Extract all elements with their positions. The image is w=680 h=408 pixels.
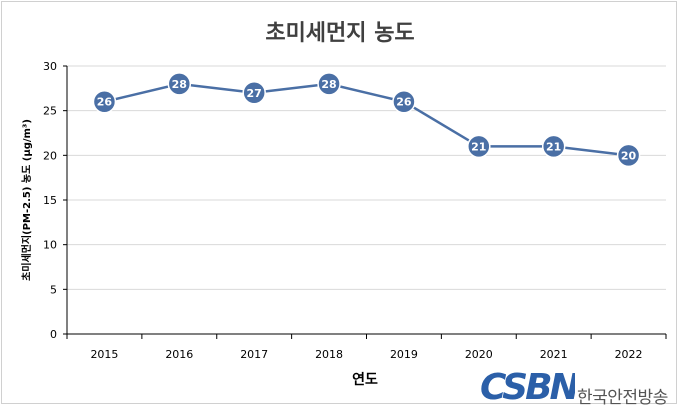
data-label: 26 (97, 96, 113, 109)
x-tick-labels: 2015 2016 2017 2018 2019 2020 2021 2022 (90, 348, 642, 361)
csbn-logo: CSBN (480, 367, 575, 406)
x-tick-label: 2019 (390, 348, 418, 361)
data-point: 21 (467, 134, 491, 159)
data-label: 26 (396, 96, 412, 109)
x-tick-label: 2015 (90, 348, 118, 361)
x-tick-label: 2017 (240, 348, 268, 361)
x-tick-label: 2020 (465, 348, 493, 361)
y-axis-label: 초미세먼지(PM-2.5) 농도 (μg/m³) (20, 119, 33, 281)
y-tick-label: 30 (43, 60, 57, 73)
series-line-path (104, 82, 629, 157)
data-points: 26 28 27 28 26 21 21 20 (92, 72, 641, 168)
data-marker (616, 143, 641, 168)
y-tick-label: 25 (43, 105, 57, 118)
data-marker (317, 72, 341, 96)
data-marker (541, 134, 566, 159)
data-label: 28 (172, 78, 187, 91)
x-tick-label: 2021 (540, 348, 568, 361)
data-point: 28 (317, 72, 341, 96)
data-label: 21 (546, 140, 561, 153)
y-tick-label: 0 (50, 328, 57, 341)
data-point: 26 (392, 89, 416, 114)
axes (63, 65, 667, 339)
data-label: 20 (621, 149, 637, 162)
y-tick-label: 20 (43, 149, 57, 162)
data-marker (92, 89, 117, 114)
data-point: 28 (167, 72, 192, 96)
data-point: 26 (92, 89, 117, 114)
watermark-name: 한국안전방송 (577, 388, 668, 408)
logo-text: CSBN (480, 367, 575, 406)
data-label: 28 (321, 78, 336, 91)
x-tick-label: 2022 (615, 348, 643, 361)
data-label: 21 (471, 140, 486, 153)
data-point: 21 (541, 134, 566, 159)
chart-title: 초미세먼지 농도 (265, 21, 415, 46)
data-marker (242, 81, 266, 105)
x-tick-label: 2016 (165, 348, 193, 361)
data-point: 20 (616, 143, 641, 168)
data-marker (392, 89, 416, 114)
data-label: 27 (247, 87, 262, 100)
data-marker (467, 134, 491, 159)
gridlines (67, 65, 666, 290)
series-line (104, 82, 629, 157)
x-axis-label: 연도 (352, 372, 378, 388)
y-tick-label: 5 (50, 283, 57, 296)
data-point: 27 (242, 81, 266, 105)
y-tick-labels: 0 5 10 15 20 25 30 (43, 60, 57, 341)
data-marker (167, 72, 192, 96)
y-tick-label: 15 (43, 194, 57, 207)
y-tick-label: 10 (43, 239, 57, 252)
x-tick-label: 2018 (315, 348, 343, 361)
